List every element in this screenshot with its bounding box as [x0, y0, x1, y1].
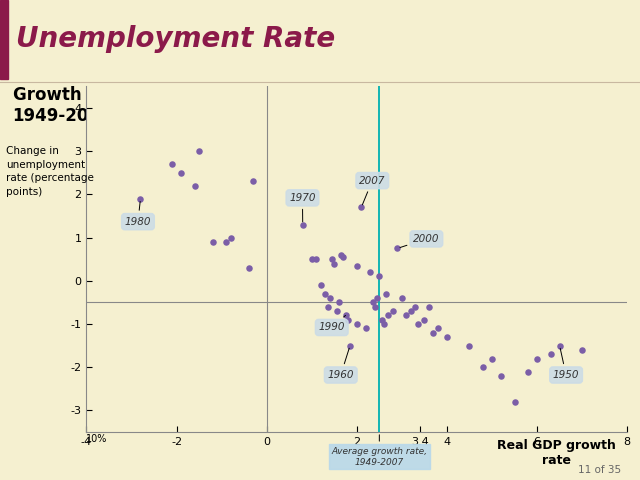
Text: 11 of 35: 11 of 35 [578, 465, 621, 475]
Text: 1980: 1980 [125, 202, 151, 227]
Point [324, 294, 335, 302]
Point [352, 262, 362, 270]
Text: 1960: 1960 [328, 348, 354, 380]
Point [465, 342, 475, 349]
Point [442, 333, 452, 341]
Point [167, 160, 177, 168]
Point [356, 204, 367, 211]
Point [383, 312, 394, 319]
Point [532, 355, 542, 362]
Point [428, 329, 438, 336]
Point [392, 245, 403, 252]
Point [381, 290, 391, 298]
Point [410, 303, 420, 311]
Point [244, 264, 254, 272]
Point [323, 303, 333, 311]
Text: 1990: 1990 [319, 315, 346, 333]
Point [419, 316, 429, 324]
Point [207, 238, 218, 246]
Point [327, 255, 337, 263]
Point [397, 294, 407, 302]
Point [388, 307, 398, 315]
Text: Average growth rate,
1949-2007: Average growth rate, 1949-2007 [332, 435, 428, 467]
Point [372, 294, 382, 302]
Point [329, 260, 339, 267]
Point [316, 281, 326, 289]
Point [577, 346, 588, 354]
Point [487, 355, 497, 362]
Bar [0, 0, 8, 80]
Point [361, 324, 371, 332]
Point [406, 307, 416, 315]
Point [496, 372, 506, 380]
Point [336, 251, 346, 259]
Text: Unemployment Rate: Unemployment Rate [16, 25, 335, 53]
Text: rate (percentage: rate (percentage [6, 173, 94, 183]
Point [352, 320, 362, 328]
Text: 10%: 10% [86, 434, 108, 444]
Point [379, 320, 389, 328]
Point [554, 342, 564, 349]
Point [433, 324, 443, 332]
Text: Growth and Changes in Unemployment,
1949-2007: Growth and Changes in Unemployment, 1949… [13, 86, 385, 125]
Point [545, 350, 556, 358]
Point [342, 316, 353, 324]
Point [194, 147, 204, 155]
Text: Change in: Change in [6, 146, 60, 156]
Text: Real GDP growth
rate: Real GDP growth rate [497, 439, 616, 467]
Text: 1950: 1950 [553, 348, 579, 380]
Point [523, 368, 533, 375]
Point [248, 178, 259, 185]
Point [332, 307, 342, 315]
Point [340, 312, 351, 319]
Point [509, 398, 520, 406]
Point [307, 255, 317, 263]
Point [345, 342, 355, 349]
Point [424, 303, 434, 311]
Point [225, 234, 236, 241]
Point [176, 169, 186, 177]
Point [189, 182, 200, 190]
Point [333, 299, 344, 306]
Text: 2000: 2000 [400, 234, 440, 248]
Point [365, 268, 376, 276]
Text: points): points) [6, 187, 43, 197]
Point [136, 195, 146, 203]
Point [367, 299, 378, 306]
Text: 1970: 1970 [289, 193, 316, 222]
Point [374, 273, 385, 280]
Point [221, 238, 231, 246]
Point [478, 363, 488, 371]
Point [413, 320, 423, 328]
Text: 2007: 2007 [359, 176, 385, 205]
Point [298, 221, 308, 228]
Point [311, 255, 321, 263]
Point [320, 290, 330, 298]
Text: unemployment: unemployment [6, 160, 86, 170]
Point [376, 316, 387, 324]
Point [401, 312, 412, 319]
Point [370, 303, 380, 311]
Point [338, 253, 348, 261]
